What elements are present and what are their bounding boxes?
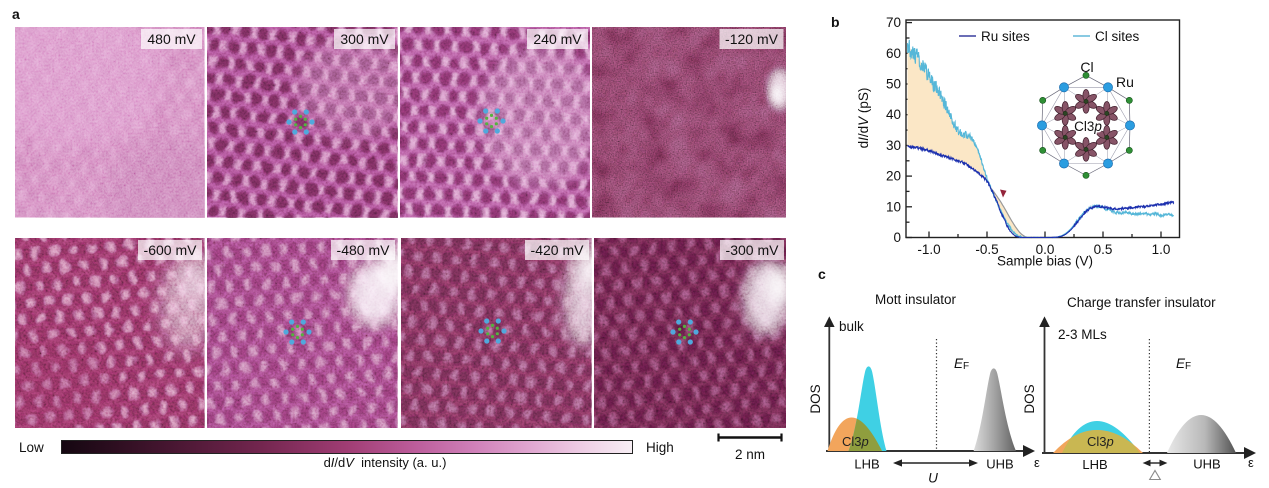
svg-text:60: 60	[886, 46, 901, 61]
svg-text:-600 mV: -600 mV	[144, 242, 198, 258]
svg-text:2 nm: 2 nm	[735, 447, 765, 462]
svg-text:LHB: LHB	[854, 457, 879, 472]
svg-text:300 mV: 300 mV	[340, 31, 389, 47]
svg-text:240 mV: 240 mV	[533, 31, 582, 47]
svg-text:Mott insulator: Mott insulator	[875, 292, 957, 307]
svg-text:0.0: 0.0	[1036, 242, 1055, 257]
svg-text:480 mV: 480 mV	[147, 31, 196, 47]
svg-text:50: 50	[886, 77, 901, 92]
svg-text:-420 mV: -420 mV	[531, 242, 585, 258]
svg-text:10: 10	[886, 199, 901, 214]
svg-text:dI/dV (pS): dI/dV (pS)	[856, 88, 871, 149]
svg-text:-0.5: -0.5	[975, 242, 998, 257]
svg-text:-480 mV: -480 mV	[337, 242, 391, 258]
svg-text:ε: ε	[1248, 455, 1254, 470]
svg-text:bulk: bulk	[839, 319, 864, 334]
svg-text:Cl3p: Cl3p	[1087, 434, 1114, 449]
svg-text:2-3 MLs: 2-3 MLs	[1058, 327, 1107, 342]
svg-text:0.5: 0.5	[1094, 242, 1113, 257]
svg-text:20: 20	[886, 169, 901, 184]
svg-text:DOS: DOS	[1022, 384, 1037, 413]
svg-text:EF: EF	[954, 356, 969, 372]
svg-text:Cl: Cl	[1080, 59, 1093, 75]
svg-text:U: U	[928, 471, 938, 486]
svg-text:0: 0	[893, 230, 901, 245]
svg-text:EF: EF	[1176, 356, 1191, 372]
svg-text:Ru: Ru	[1116, 74, 1134, 90]
svg-text:-300 mV: -300 mV	[725, 242, 779, 258]
svg-text:Cl3p: Cl3p	[842, 434, 869, 449]
svg-text:Sample bias (V): Sample bias (V)	[997, 254, 1093, 269]
svg-text:-1.0: -1.0	[917, 242, 940, 257]
svg-text:ε: ε	[1034, 455, 1040, 470]
svg-text:1.0: 1.0	[1152, 242, 1171, 257]
svg-text:Charge transfer insulator: Charge transfer insulator	[1067, 295, 1216, 310]
svg-text:LHB: LHB	[1082, 457, 1107, 472]
svg-text:40: 40	[886, 107, 901, 122]
svg-text:30: 30	[886, 138, 901, 153]
svg-text:DOS: DOS	[808, 384, 823, 413]
svg-text:Cl sites: Cl sites	[1095, 29, 1140, 44]
svg-text:UHB: UHB	[1193, 457, 1220, 472]
svg-text:-120 mV: -120 mV	[725, 31, 779, 47]
svg-text:Ru sites: Ru sites	[981, 29, 1030, 44]
svg-text:70: 70	[886, 15, 901, 30]
svg-text:UHB: UHB	[986, 457, 1013, 472]
svg-text:Cl3p: Cl3p	[1074, 119, 1102, 134]
